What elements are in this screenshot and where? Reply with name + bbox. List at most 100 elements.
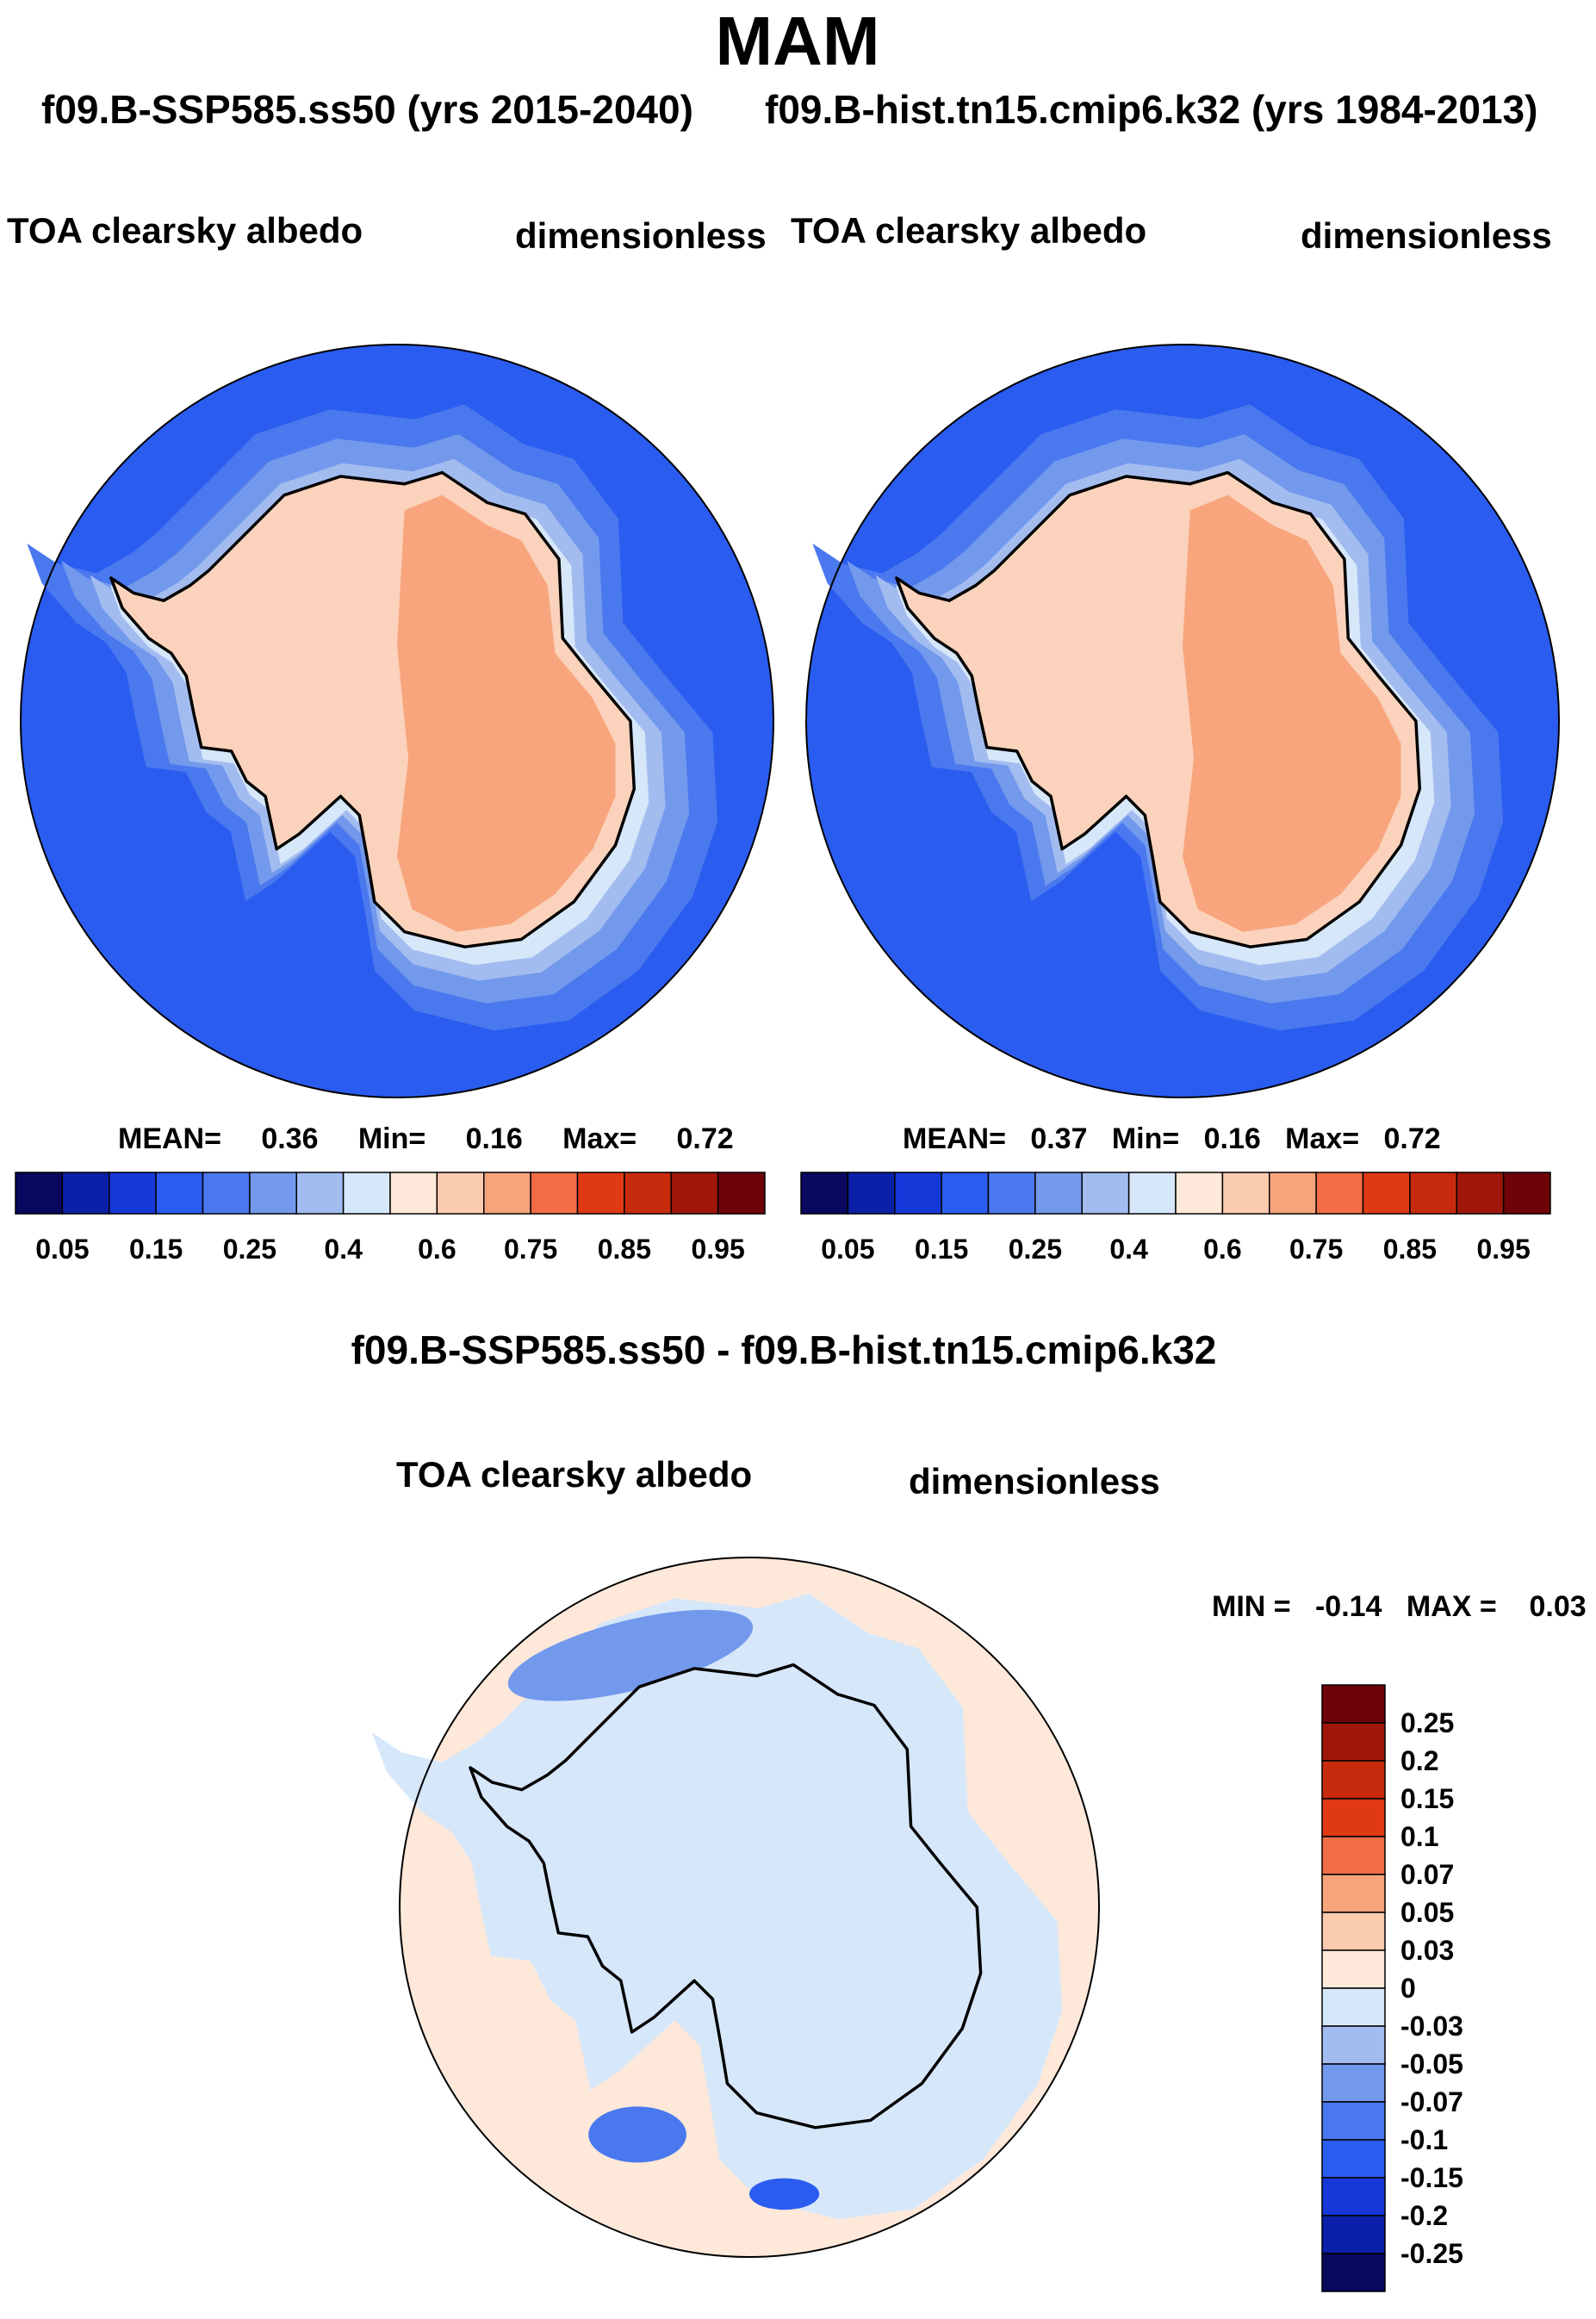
panel2-cb-box-7 xyxy=(1081,1172,1130,1215)
panel2-cb-tick-label-3: 0.25 xyxy=(1009,1234,1062,1265)
panel1-min-label: Min= xyxy=(357,1122,426,1155)
diff-title: f09.B-SSP585.ss50 - f09.B-hist.tn15.cmip… xyxy=(351,1327,1217,1372)
diff-cb-box-12 xyxy=(1321,2101,1386,2141)
panel2-stats: MEAN= 0.37 Min= 0.16 Max= 0.72 xyxy=(903,1122,1441,1156)
panel1-mean-value: 0.36 xyxy=(261,1122,319,1155)
season-title: MAM xyxy=(715,3,880,79)
panel2-cb-box-8 xyxy=(1127,1172,1177,1215)
diff-cb-box-14 xyxy=(1321,2177,1386,2216)
diff-cb-tick-label-11: -0.07 xyxy=(1400,2086,1463,2117)
panel2-cb-tick-label-4: 0.4 xyxy=(1109,1234,1148,1265)
diff-min-value: -0.14 xyxy=(1314,1590,1382,1623)
diff-cb-box-15 xyxy=(1321,2215,1386,2254)
panel1-title-right: dimensionless xyxy=(515,215,767,256)
panel1-cb-tick-label-6: 0.75 xyxy=(504,1234,557,1265)
diff-cb-tick-label-7: 0.03 xyxy=(1400,1935,1454,1966)
panel2-max-value: 0.72 xyxy=(1383,1122,1441,1155)
panel2-mean-value: 0.37 xyxy=(1030,1122,1088,1155)
diff-cb-tick-label-9: -0.03 xyxy=(1400,2011,1463,2042)
diff-cb-box-3 xyxy=(1321,1760,1386,1800)
diff-negative-region-1 xyxy=(507,1609,754,1701)
panel2-max-label: Max= xyxy=(1285,1122,1360,1155)
panel2-cb-box-14 xyxy=(1409,1172,1457,1215)
diff-cb-box-16 xyxy=(1321,2253,1386,2292)
panel1-max-label: Max= xyxy=(562,1122,637,1155)
panel1-cb-tick-label-4: 0.4 xyxy=(324,1234,363,1265)
diff-negative-region-3 xyxy=(749,2178,820,2210)
diff-title-right: dimensionless xyxy=(909,1461,1160,1501)
panel1-min-value: 0.16 xyxy=(465,1122,523,1155)
panel1-cb-box-9 xyxy=(389,1172,438,1215)
diff-cb-tick-label-8: 0 xyxy=(1400,1973,1416,2004)
diff-cb-tick-label-6: 0.05 xyxy=(1400,1897,1454,1928)
panel1-cb-box-10 xyxy=(436,1172,485,1215)
panel1-title-left: TOA clearsky albedo xyxy=(7,210,363,251)
diff-cb-box-2 xyxy=(1321,1722,1386,1762)
diff-cb-box-5 xyxy=(1321,1836,1386,1875)
panel1-map xyxy=(20,344,774,1098)
panel2-cb-tick-label-2: 0.15 xyxy=(915,1234,968,1265)
diff-map-border xyxy=(399,1557,1100,2258)
panel2-cb-box-2 xyxy=(847,1172,896,1215)
panel1-map-border xyxy=(20,344,774,1098)
panel1-cb-box-11 xyxy=(483,1172,531,1215)
panel1-cb-box-13 xyxy=(576,1172,625,1215)
panel2-cb-box-15 xyxy=(1456,1172,1505,1215)
panel2-title-right: dimensionless xyxy=(1301,215,1552,256)
case-header-left: f09.B-SSP585.ss50 (yrs 2015-2040) xyxy=(41,87,693,132)
panel2-cb-box-9 xyxy=(1175,1172,1224,1215)
panel2-map-border xyxy=(805,344,1560,1098)
panel1-mean-label: MEAN= xyxy=(118,1122,221,1155)
diff-cb-box-1 xyxy=(1321,1684,1386,1724)
panel2-min-label: Min= xyxy=(1111,1122,1180,1155)
panel2-cb-tick-label-7: 0.85 xyxy=(1383,1234,1437,1265)
diff-cb-tick-label-3: 0.15 xyxy=(1400,1783,1454,1814)
panel1-cb-box-5 xyxy=(202,1172,251,1215)
diff-cb-tick-label-13: -0.15 xyxy=(1400,2162,1463,2193)
diff-cb-tick-label-15: -0.25 xyxy=(1400,2238,1463,2269)
diff-cb-tick-label-2: 0.2 xyxy=(1400,1745,1438,1776)
panel1-cb-tick-label-3: 0.25 xyxy=(223,1234,276,1265)
diff-cb-box-10 xyxy=(1321,2025,1386,2065)
diff-min-label: MIN = xyxy=(1212,1590,1291,1623)
panel2-cb-tick-label-5: 0.6 xyxy=(1203,1234,1241,1265)
diff-cb-tick-label-14: -0.2 xyxy=(1400,2200,1448,2231)
panel1-east-plateau xyxy=(397,494,616,932)
panel1-cb-tick-label-7: 0.85 xyxy=(598,1234,651,1265)
panel1-cb-box-2 xyxy=(61,1172,110,1215)
panel1-cb-box-14 xyxy=(624,1172,672,1215)
panel1-max-value: 0.72 xyxy=(676,1122,734,1155)
diff-cb-tick-label-5: 0.07 xyxy=(1400,1859,1454,1890)
diff-title-left: TOA clearsky albedo xyxy=(396,1454,753,1495)
panel2-title-left: TOA clearsky albedo xyxy=(791,210,1147,251)
panel2-cb-tick-label-1: 0.05 xyxy=(821,1234,874,1265)
panel1-cb-box-6 xyxy=(249,1172,297,1215)
panel2-cb-box-12 xyxy=(1315,1172,1364,1215)
panel1-stats: MEAN= 0.36 Min= 0.16 Max= 0.72 xyxy=(118,1122,734,1156)
panel2-cb-box-6 xyxy=(1034,1172,1083,1215)
panel1-cb-box-3 xyxy=(109,1172,157,1215)
panel1-cb-tick-label-5: 0.6 xyxy=(418,1234,456,1265)
panel2-cb-box-16 xyxy=(1502,1172,1551,1215)
panel2-cb-box-13 xyxy=(1362,1172,1411,1215)
diff-cb-box-6 xyxy=(1321,1874,1386,1913)
panel1-coastline xyxy=(109,470,637,948)
panel1-cb-box-1 xyxy=(15,1172,64,1215)
diff-coastline xyxy=(469,1663,983,2129)
panel2-coastline xyxy=(895,470,1422,948)
diff-cb-tick-label-10: -0.05 xyxy=(1400,2049,1463,2080)
case-header-right: f09.B-hist.tn15.cmip6.k32 (yrs 1984-2013… xyxy=(765,87,1538,132)
diff-stats: MIN = -0.14 MAX = 0.03 xyxy=(1212,1590,1587,1624)
diff-map xyxy=(371,1557,1100,2258)
panel1-cb-box-7 xyxy=(295,1172,345,1215)
panel1-cb-box-8 xyxy=(342,1172,391,1215)
panel1-cb-tick-label-1: 0.05 xyxy=(35,1234,89,1265)
panel2-cb-box-1 xyxy=(800,1172,849,1215)
diff-cb-box-7 xyxy=(1321,1912,1386,1951)
panel2-cb-box-5 xyxy=(987,1172,1036,1215)
diff-max-label: MAX = xyxy=(1406,1590,1497,1623)
diff-cb-box-8 xyxy=(1321,1949,1386,1989)
panel2-min-value: 0.16 xyxy=(1203,1122,1261,1155)
diff-cb-tick-label-12: -0.1 xyxy=(1400,2124,1448,2155)
diff-cb-box-4 xyxy=(1321,1798,1386,1837)
